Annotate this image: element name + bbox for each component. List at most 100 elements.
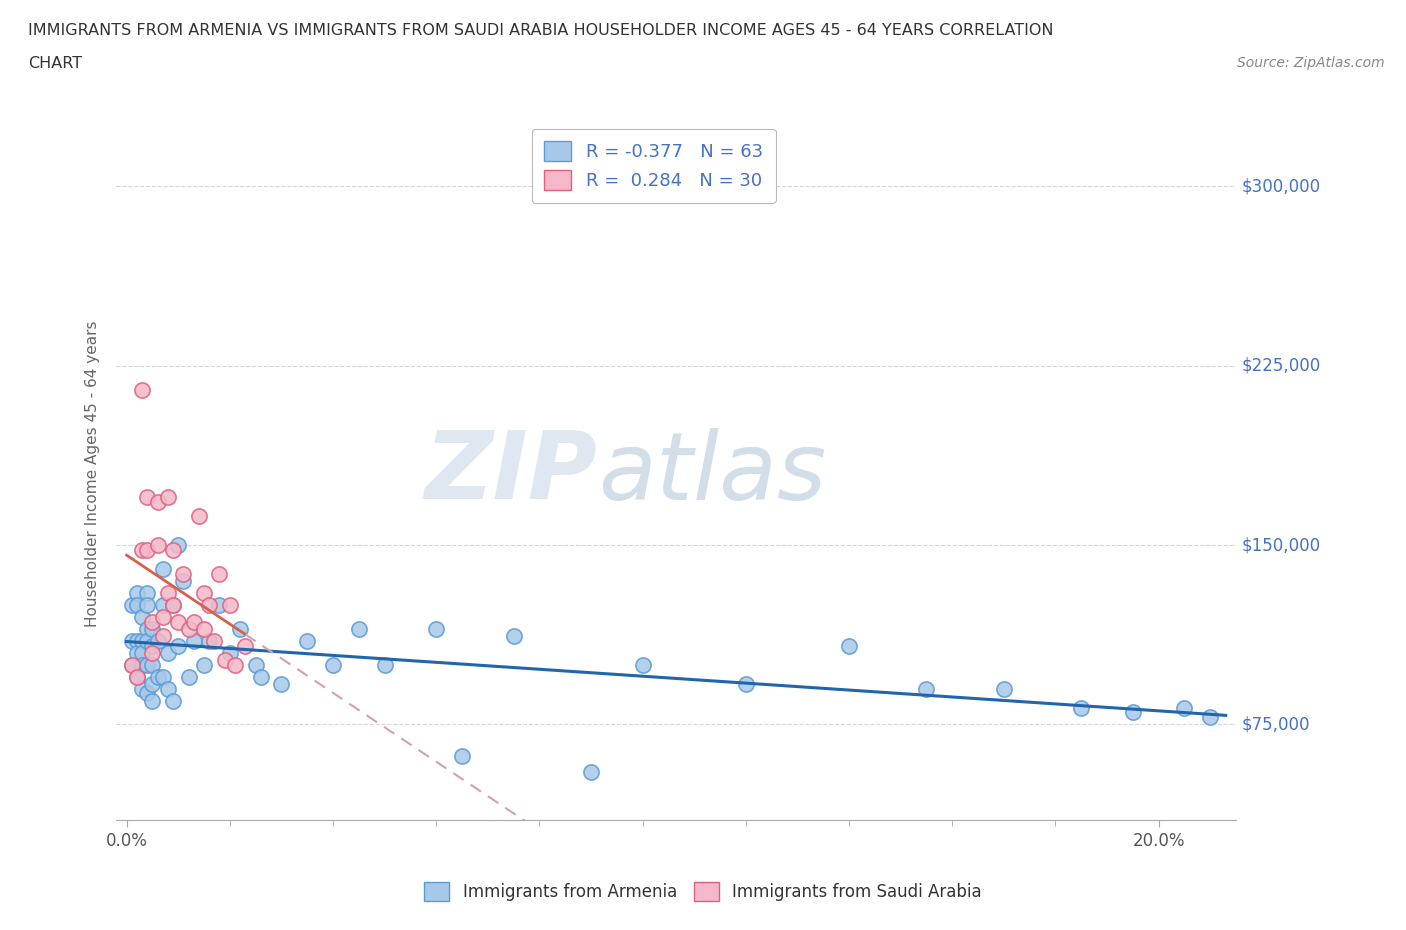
Text: $225,000: $225,000 [1241, 357, 1320, 375]
Point [125, 670, 148, 684]
Point [1199, 710, 1222, 724]
Point [187, 509, 209, 524]
Point [131, 645, 153, 660]
Point [146, 538, 169, 552]
Point [172, 566, 194, 581]
Point [1122, 705, 1144, 720]
Point [838, 638, 860, 653]
Point [502, 629, 524, 644]
Point [1173, 700, 1195, 715]
Point [131, 382, 153, 397]
Point [125, 670, 148, 684]
Point [193, 621, 215, 636]
Point [141, 614, 163, 629]
Point [177, 621, 200, 636]
Point [152, 670, 174, 684]
Point [579, 764, 602, 779]
Point [131, 633, 153, 648]
Point [208, 566, 231, 581]
Point [162, 542, 184, 557]
Point [162, 693, 184, 708]
Point [156, 681, 179, 696]
Point [425, 621, 447, 636]
Point [141, 658, 163, 672]
Point [167, 638, 190, 653]
Point [198, 633, 221, 648]
Text: Source: ZipAtlas.com: Source: ZipAtlas.com [1237, 56, 1385, 70]
Point [193, 658, 215, 672]
Point [125, 597, 148, 612]
Point [162, 597, 184, 612]
Point [156, 490, 179, 505]
Point [162, 597, 184, 612]
Point [136, 658, 159, 672]
Point [141, 638, 163, 653]
Point [193, 586, 215, 601]
Point [146, 670, 169, 684]
Legend: Immigrants from Armenia, Immigrants from Saudi Arabia: Immigrants from Armenia, Immigrants from… [418, 876, 988, 908]
Point [198, 597, 221, 612]
Text: ZIP: ZIP [425, 428, 598, 519]
Point [141, 676, 163, 691]
Point [146, 495, 169, 510]
Point [214, 653, 236, 668]
Point [121, 633, 143, 648]
Legend: R = -0.377   N = 63, R =  0.284   N = 30: R = -0.377 N = 63, R = 0.284 N = 30 [531, 128, 776, 203]
Point [152, 609, 174, 624]
Point [734, 676, 756, 691]
Point [136, 597, 159, 612]
Point [322, 658, 344, 672]
Point [245, 658, 267, 672]
Point [915, 681, 938, 696]
Point [131, 609, 153, 624]
Point [136, 490, 159, 505]
Point [136, 542, 159, 557]
Point [993, 681, 1015, 696]
Point [141, 693, 163, 708]
Point [270, 676, 292, 691]
Point [167, 538, 190, 552]
Point [136, 633, 159, 648]
Point [177, 670, 200, 684]
Point [229, 621, 252, 636]
Point [125, 633, 148, 648]
Point [136, 621, 159, 636]
Point [125, 586, 148, 601]
Text: $75,000: $75,000 [1241, 715, 1310, 734]
Point [131, 681, 153, 696]
Point [152, 562, 174, 577]
Point [183, 614, 205, 629]
Point [233, 638, 256, 653]
Point [218, 597, 240, 612]
Point [172, 574, 194, 589]
Point [136, 586, 159, 601]
Point [121, 658, 143, 672]
Point [631, 658, 654, 672]
Point [374, 658, 396, 672]
Text: CHART: CHART [28, 56, 82, 71]
Point [156, 645, 179, 660]
Point [249, 670, 271, 684]
Point [347, 621, 370, 636]
Text: $150,000: $150,000 [1241, 536, 1320, 554]
Text: $300,000: $300,000 [1241, 178, 1320, 195]
Point [152, 629, 174, 644]
Point [1070, 700, 1092, 715]
Point [131, 658, 153, 672]
Point [141, 621, 163, 636]
Point [167, 614, 190, 629]
Point [295, 633, 318, 648]
Text: atlas: atlas [598, 428, 825, 519]
Point [141, 645, 163, 660]
Point [218, 645, 240, 660]
Point [146, 633, 169, 648]
Point [131, 542, 153, 557]
Text: IMMIGRANTS FROM ARMENIA VS IMMIGRANTS FROM SAUDI ARABIA HOUSEHOLDER INCOME AGES : IMMIGRANTS FROM ARMENIA VS IMMIGRANTS FR… [28, 23, 1053, 38]
Y-axis label: Householder Income Ages 45 - 64 years: Householder Income Ages 45 - 64 years [86, 320, 100, 627]
Point [224, 658, 246, 672]
Point [202, 633, 225, 648]
Point [451, 748, 474, 763]
Point [121, 597, 143, 612]
Point [156, 586, 179, 601]
Point [121, 658, 143, 672]
